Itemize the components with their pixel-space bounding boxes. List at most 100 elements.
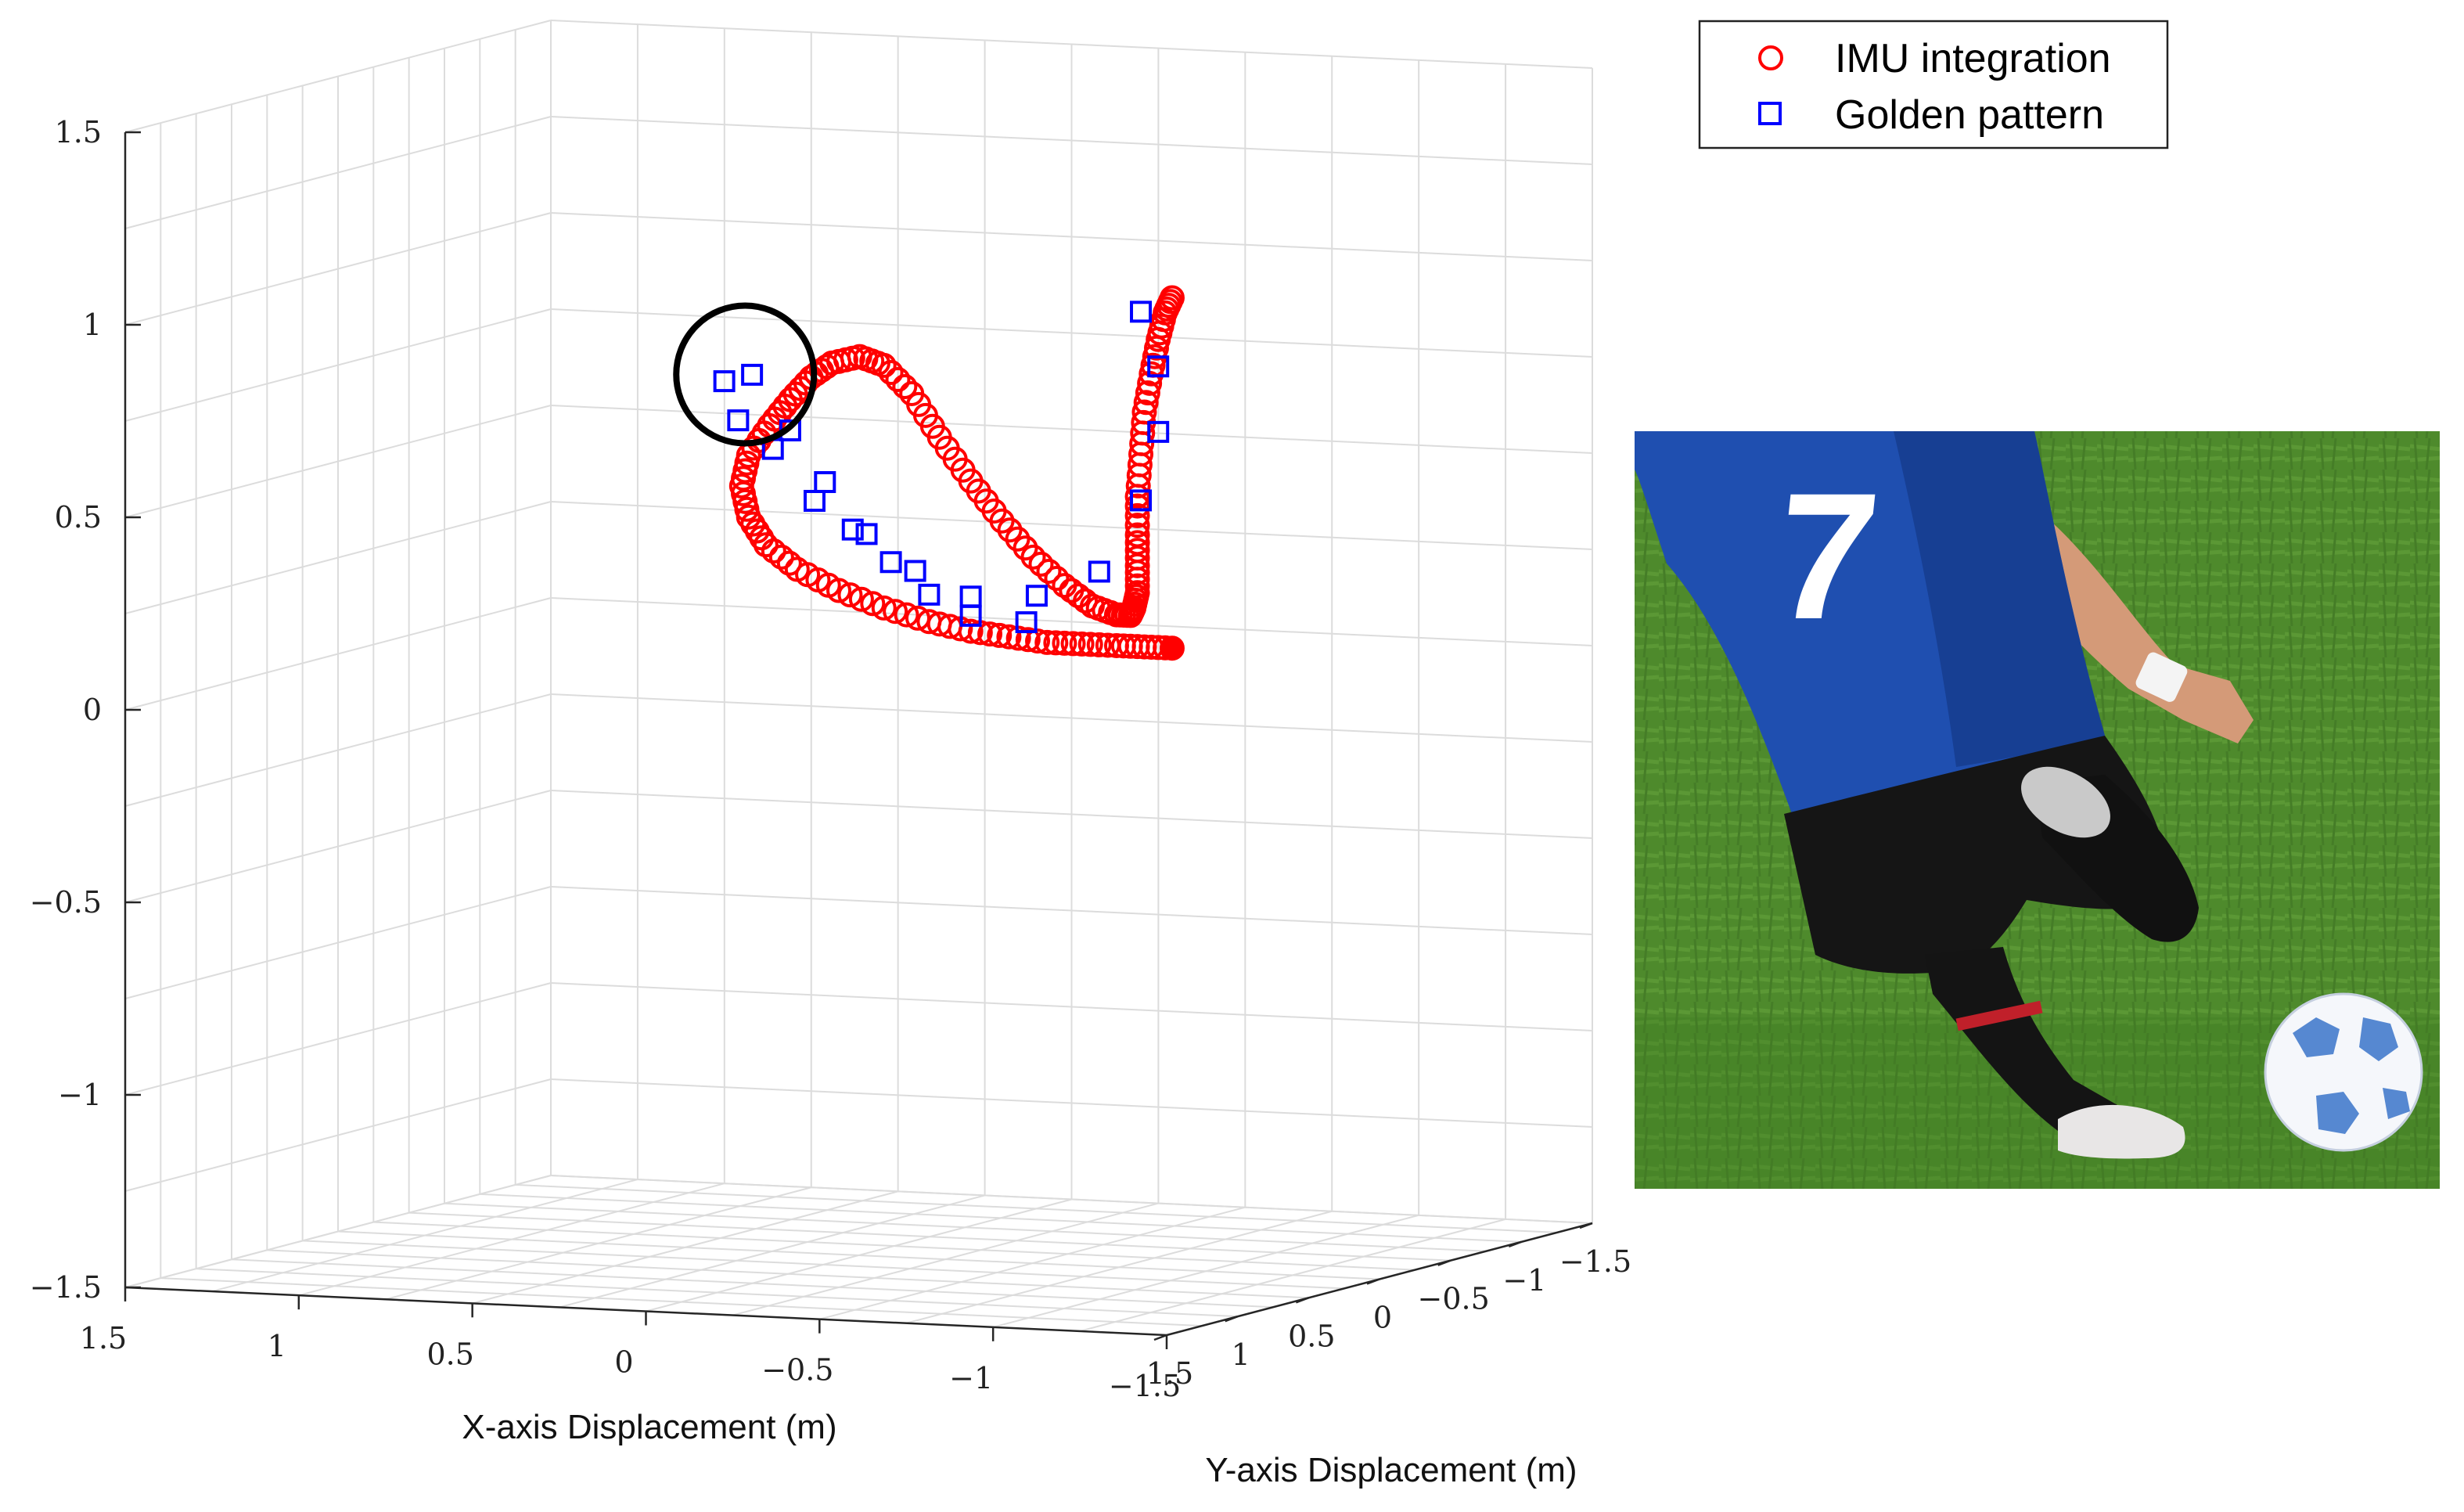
data-point <box>1015 627 1041 653</box>
data-point <box>1147 420 1170 443</box>
grid-line <box>124 597 552 711</box>
grid-line <box>550 1175 1593 1224</box>
y-tick-label: −1 <box>1502 1263 1546 1298</box>
data-point <box>959 585 982 608</box>
x-tick-label: −1 <box>949 1361 993 1395</box>
data-point <box>1138 361 1164 387</box>
data-point <box>841 518 864 541</box>
grid-line <box>124 116 552 229</box>
data-point <box>1059 578 1085 603</box>
grid-line <box>337 1230 1380 1280</box>
grid-line <box>124 212 552 326</box>
data-point <box>761 538 786 564</box>
grid-line <box>550 790 1593 839</box>
y-tick-label: 1 <box>1232 1337 1250 1372</box>
grid-line <box>124 886 552 999</box>
data-point <box>814 470 836 493</box>
grid-line <box>124 982 552 1096</box>
z-tick-label: 1.5 <box>55 115 102 149</box>
kicking-shoe <box>2021 766 2110 838</box>
x-tick-label: −1.5 <box>1109 1369 1181 1403</box>
tick-labels: 1.5 1 0.5 0 −0.5 −1 −1.51.510.50−0.5−1−1.51.51… <box>30 115 1631 1403</box>
data-point <box>1060 631 1086 657</box>
legend-label-imu: IMU integration <box>1835 36 2111 81</box>
data-point <box>958 618 984 644</box>
data-point <box>1036 558 1062 584</box>
grid-line <box>550 405 1593 454</box>
data-point <box>1125 473 1151 499</box>
legend-label-golden: Golden pattern <box>1835 92 2104 138</box>
y-tick-mark <box>1579 1222 1593 1229</box>
data-point <box>837 582 863 608</box>
data-series <box>713 285 1185 661</box>
grid-line <box>550 308 1593 358</box>
y-tick-mark <box>1153 1334 1167 1341</box>
legend: IMU integration Golden pattern <box>1698 20 2169 149</box>
data-point <box>1043 630 1069 656</box>
standing-leg <box>1925 947 2128 1135</box>
series-golden-pattern <box>713 301 1170 634</box>
data-point <box>987 622 1013 648</box>
axes <box>124 131 1593 1349</box>
data-point <box>1069 631 1095 657</box>
grid-line <box>124 20 552 133</box>
grid-line <box>124 501 552 614</box>
data-point <box>1143 335 1169 361</box>
data-point <box>879 551 902 574</box>
grid-line <box>550 1078 1593 1128</box>
soccer-photo: 7 <box>1635 431 2440 1189</box>
data-point <box>1124 493 1150 519</box>
data-point <box>1025 585 1048 607</box>
x-tick-label: 1 <box>268 1329 286 1363</box>
sock-stripe <box>1955 1000 2043 1031</box>
y-tick-mark <box>1366 1278 1380 1285</box>
data-point <box>996 624 1022 650</box>
x-tick-label: 1.5 <box>80 1321 127 1355</box>
data-point <box>1025 628 1051 654</box>
data-point <box>1052 573 1077 599</box>
grid-line <box>515 1183 1557 1233</box>
data-point <box>892 373 918 399</box>
data-point <box>1088 560 1110 583</box>
data-point <box>1130 489 1153 512</box>
jersey-number: 7 <box>1766 455 1887 657</box>
data-point <box>894 602 919 628</box>
grid-lines <box>124 20 1593 1336</box>
y-tick-label: −0.5 <box>1418 1282 1490 1316</box>
grid-line <box>550 212 1593 261</box>
annotations <box>673 302 818 447</box>
data-point <box>1124 484 1150 509</box>
data-point <box>1135 380 1160 406</box>
data-point <box>776 550 802 576</box>
data-point <box>1005 625 1031 651</box>
y-tick-mark <box>1225 1315 1239 1323</box>
data-point <box>741 363 764 386</box>
grid-line <box>550 116 1593 165</box>
grid-line <box>373 1221 1415 1271</box>
data-point <box>768 544 794 570</box>
grid-line <box>124 693 552 807</box>
data-point <box>904 560 926 582</box>
x-axis-label: X-axis Displacement (m) <box>462 1408 836 1446</box>
grid-line <box>160 1277 1203 1327</box>
data-point <box>803 489 826 512</box>
legend-marker-imu <box>1758 45 1783 70</box>
data-point <box>1052 630 1077 656</box>
legend-marker-golden <box>1758 102 1782 125</box>
data-point <box>1146 326 1171 352</box>
grid-line <box>267 1249 1309 1299</box>
data-point <box>1077 632 1103 657</box>
y-tick-mark <box>1437 1259 1451 1266</box>
data-point <box>883 599 908 625</box>
y-tick-label: −1.5 <box>1559 1244 1631 1279</box>
data-point <box>885 366 911 392</box>
series-imu-integration <box>728 285 1185 661</box>
grid-line <box>124 790 552 903</box>
grid-line <box>550 20 1593 69</box>
data-point <box>1086 632 1112 657</box>
grid-line <box>231 1258 1274 1309</box>
grid-line <box>124 1078 552 1192</box>
y-tick-label: 0.5 <box>1288 1319 1335 1353</box>
data-point <box>1159 635 1185 661</box>
